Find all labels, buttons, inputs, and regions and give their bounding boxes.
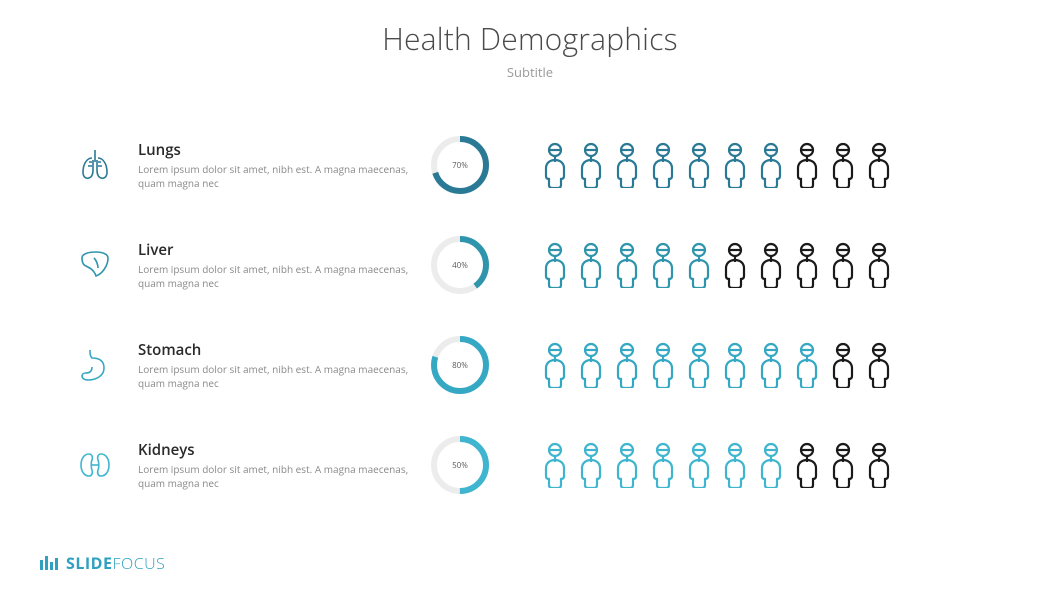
people-pictogram [500, 142, 1010, 188]
person-icon [576, 142, 606, 188]
text-block: Lungs Lorem ipsum dolor sit amet, nibh es… [120, 140, 420, 190]
person-icon [612, 142, 642, 188]
logo-text: SLIDEFOCUS [66, 552, 165, 574]
kidneys-icon [70, 440, 120, 490]
people-pictogram [500, 442, 1010, 488]
item-title: Lungs [138, 140, 410, 160]
person-icon [756, 142, 786, 188]
donut-percent-label: 50% [452, 460, 468, 471]
slidefocus-logo: SLIDEFOCUS [40, 552, 165, 574]
person-icon [792, 242, 822, 288]
item-description: Lorem ipsum dolor sit amet, nibh est. A … [138, 363, 410, 390]
person-icon [648, 442, 678, 488]
person-icon [864, 442, 894, 488]
item-description: Lorem ipsum dolor sit amet, nibh est. A … [138, 263, 410, 290]
person-icon [864, 142, 894, 188]
people-pictogram [500, 342, 1010, 388]
person-icon [864, 242, 894, 288]
item-description: Lorem ipsum dolor sit amet, nibh est. A … [138, 463, 410, 490]
person-icon [720, 142, 750, 188]
liver-icon [70, 240, 120, 290]
person-icon [648, 142, 678, 188]
person-icon [540, 442, 570, 488]
text-block: Stomach Lorem ipsum dolor sit amet, nibh … [120, 340, 420, 390]
person-icon [612, 442, 642, 488]
person-icon [684, 242, 714, 288]
donut-chart: 70% [420, 136, 500, 194]
person-icon [828, 142, 858, 188]
person-icon [540, 142, 570, 188]
demographics-row-stomach: Stomach Lorem ipsum dolor sit amet, nibh … [70, 329, 1010, 401]
item-title: Liver [138, 240, 410, 260]
person-icon [576, 442, 606, 488]
demographics-rows: Lungs Lorem ipsum dolor sit amet, nibh es… [0, 129, 1060, 501]
person-icon [720, 342, 750, 388]
person-icon [648, 242, 678, 288]
logo-text-light: FOCUS [112, 552, 165, 574]
slide-title: Health Demographics [0, 18, 1060, 59]
demographics-row-lungs: Lungs Lorem ipsum dolor sit amet, nibh es… [70, 129, 1010, 201]
person-icon [828, 242, 858, 288]
donut-chart: 80% [420, 336, 500, 394]
slide-header: Health Demographics Subtitle [0, 0, 1060, 81]
person-icon [576, 342, 606, 388]
person-icon [684, 342, 714, 388]
demographics-row-kidneys: Kidneys Lorem ipsum dolor sit amet, nibh … [70, 429, 1010, 501]
person-icon [792, 442, 822, 488]
logo-bars-icon [40, 556, 58, 570]
person-icon [792, 342, 822, 388]
logo-text-bold: SLIDE [66, 552, 112, 574]
person-icon [576, 242, 606, 288]
person-icon [756, 242, 786, 288]
person-icon [612, 342, 642, 388]
person-icon [756, 342, 786, 388]
person-icon [828, 342, 858, 388]
demographics-row-liver: Liver Lorem ipsum dolor sit amet, nibh es… [70, 229, 1010, 301]
person-icon [648, 342, 678, 388]
person-icon [612, 242, 642, 288]
person-icon [720, 442, 750, 488]
person-icon [684, 442, 714, 488]
item-title: Stomach [138, 340, 410, 360]
donut-chart: 40% [420, 236, 500, 294]
text-block: Kidneys Lorem ipsum dolor sit amet, nibh … [120, 440, 420, 490]
person-icon [756, 442, 786, 488]
slide-subtitle: Subtitle [0, 63, 1060, 81]
donut-percent-label: 80% [452, 360, 468, 371]
item-description: Lorem ipsum dolor sit amet, nibh est. A … [138, 163, 410, 190]
donut-percent-label: 40% [452, 260, 468, 271]
donut-percent-label: 70% [452, 160, 468, 171]
item-title: Kidneys [138, 440, 410, 460]
person-icon [864, 342, 894, 388]
person-icon [720, 242, 750, 288]
donut-chart: 50% [420, 436, 500, 494]
person-icon [828, 442, 858, 488]
person-icon [684, 142, 714, 188]
person-icon [540, 342, 570, 388]
lungs-icon [70, 140, 120, 190]
text-block: Liver Lorem ipsum dolor sit amet, nibh es… [120, 240, 420, 290]
people-pictogram [500, 242, 1010, 288]
person-icon [540, 242, 570, 288]
stomach-icon [70, 340, 120, 390]
person-icon [792, 142, 822, 188]
